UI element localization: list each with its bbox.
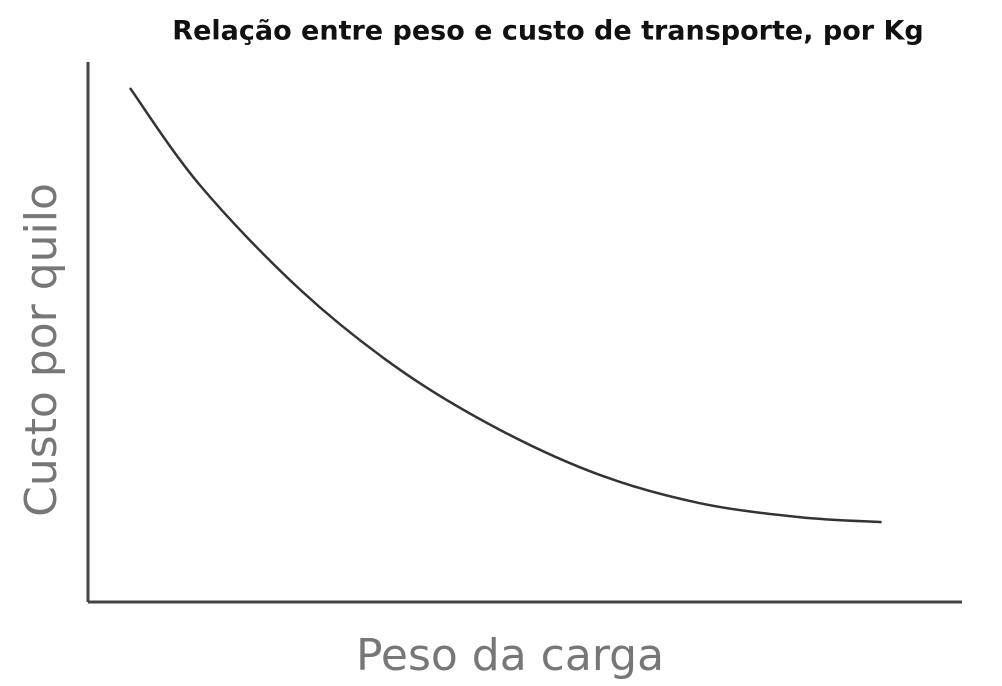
line bbox=[128, 87, 882, 524]
x-axis-label: Peso da carga bbox=[356, 630, 664, 681]
chart-title: Relação entre peso e custo de transporte… bbox=[172, 16, 923, 47]
y-axis-label: Custo por quilo bbox=[16, 183, 67, 517]
